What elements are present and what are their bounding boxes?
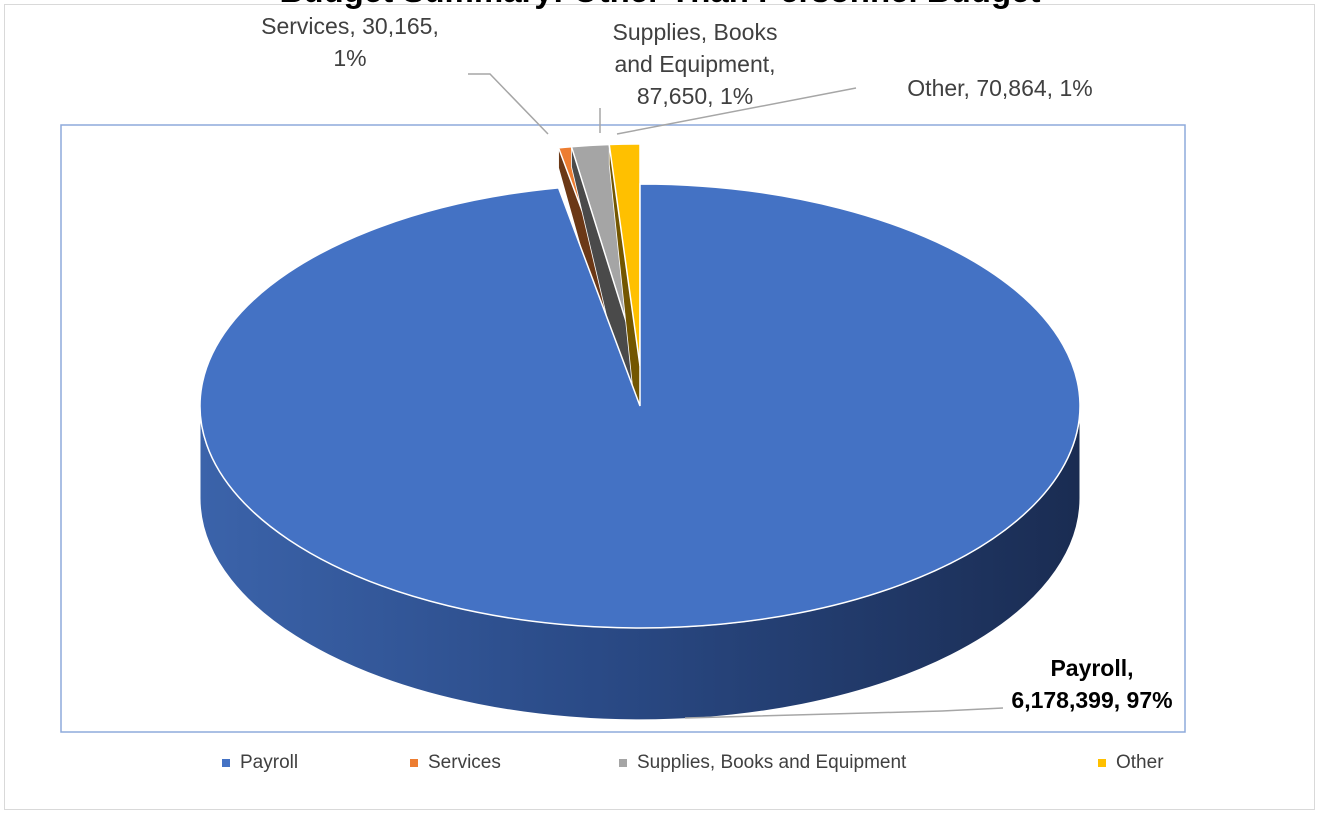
data-label-line: and Equipment, [614, 51, 775, 77]
data-label-line: 1% [333, 45, 366, 71]
legend-item-supplies: Supplies, Books and Equipment [619, 752, 906, 774]
legend-item-services: Services [410, 752, 501, 774]
legend-label-services: Services [428, 752, 501, 773]
data-label-line: Services, 30,165, [261, 13, 439, 39]
data-label-line: Payroll, [1050, 655, 1133, 681]
leader-line-services [468, 73, 549, 135]
legend-label-payroll: Payroll [240, 752, 299, 773]
chart-title: Budget Summary: Other Than Personnel Bud… [0, 0, 1320, 10]
legend-swatch-payroll [222, 759, 230, 767]
data-label-line: 87,650, 1% [637, 83, 753, 109]
leader-line-other [616, 87, 857, 135]
data-label-other: Other, 70,864, 1% [907, 75, 1092, 101]
legend-swatch-supplies [619, 759, 627, 767]
data-label-line: Other, 70,864, 1% [907, 75, 1092, 101]
plot-area [60, 124, 1186, 733]
chart-legend: Payroll Services Supplies, Books and Equ… [0, 752, 1320, 782]
slice-payroll [199, 183, 1081, 721]
data-label-services: Services, 30,165, 1% [261, 13, 439, 71]
legend-item-payroll: Payroll [222, 752, 298, 774]
data-label-line: 6,178,399, 97% [1011, 687, 1172, 713]
data-label-payroll: Payroll, 6,178,399, 97% [1011, 655, 1172, 713]
leader-line-payroll [684, 707, 1004, 719]
slice-top-other [608, 143, 641, 367]
data-label-line: Supplies, Books [613, 19, 778, 45]
legend-swatch-other [1098, 759, 1106, 767]
legend-item-other: Other [1098, 752, 1164, 774]
slice-top-payroll [199, 183, 1081, 629]
legend-label-other: Other [1116, 752, 1164, 773]
legend-label-supplies: Supplies, Books and Equipment [637, 752, 907, 773]
data-label-supplies-books-and-equipment: Supplies, Books and Equipment, 87,650, 1% [613, 19, 778, 109]
legend-swatch-services [410, 759, 418, 767]
slice-other [608, 143, 641, 459]
